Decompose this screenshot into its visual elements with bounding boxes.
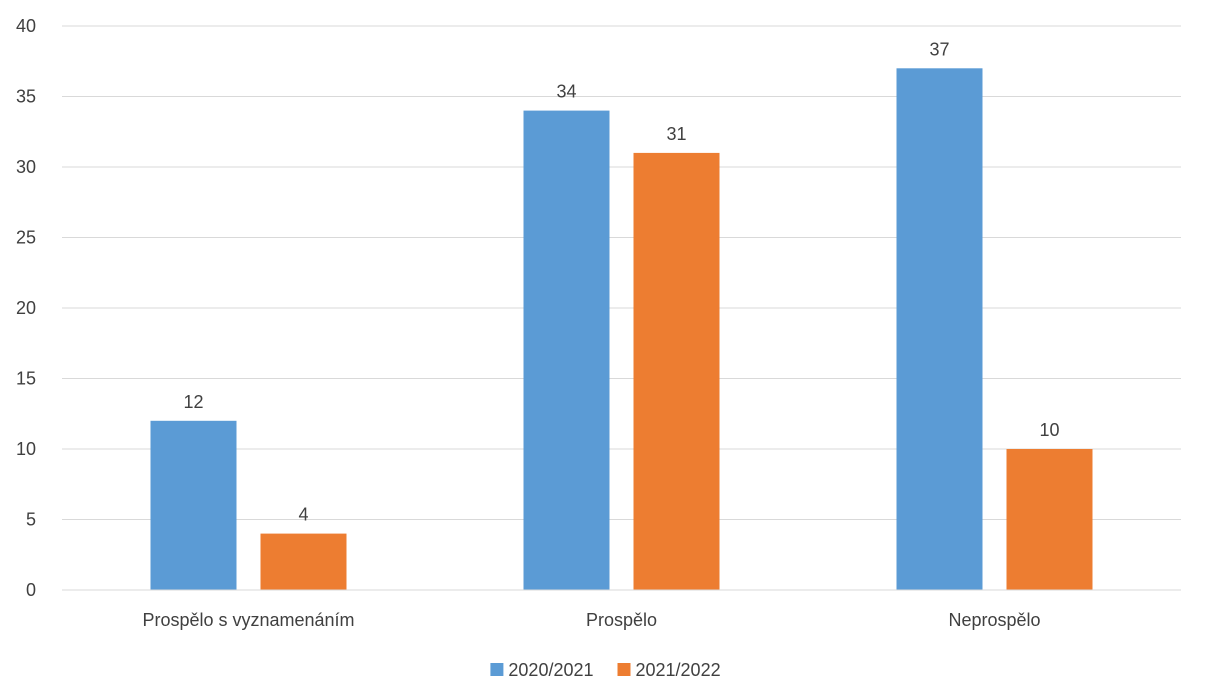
bar-series-2-category-1 — [260, 533, 347, 590]
gridlines — [62, 25, 1181, 520]
x-axis-category-labels: Prospělo s vyznamenáním Prospělo Neprospěl… — [142, 610, 1040, 630]
legend-item-series-1: 2020/2021 — [490, 660, 594, 680]
bar-series-1-category-3 — [896, 68, 983, 591]
legend-label: 2021/2022 — [636, 660, 721, 680]
data-label: 12 — [183, 392, 203, 412]
data-label: 34 — [556, 82, 576, 102]
y-tick-label: 30 — [16, 157, 36, 177]
y-tick-label: 0 — [26, 580, 36, 600]
data-labels: 12 4 34 31 37 10 — [183, 39, 1059, 524]
y-tick-label: 10 — [16, 439, 36, 459]
bars — [150, 68, 1093, 591]
y-tick-label: 5 — [26, 510, 36, 530]
y-tick-label: 40 — [16, 16, 36, 36]
data-label: 10 — [1039, 420, 1059, 440]
bar-series-1-category-2 — [523, 110, 610, 590]
bar-series-2-category-3 — [1006, 449, 1093, 590]
legend: 2020/2021 2021/2022 — [490, 660, 721, 680]
x-category-label: Prospělo s vyznamenáním — [142, 610, 354, 630]
y-tick-label: 20 — [16, 298, 36, 318]
data-label: 4 — [298, 505, 308, 525]
bar-series-2-category-2 — [633, 152, 720, 590]
y-tick-label: 35 — [16, 87, 36, 107]
legend-swatch — [490, 663, 504, 676]
y-axis-tick-labels: 0 5 10 15 20 25 30 35 40 — [16, 16, 36, 600]
y-tick-label: 15 — [16, 369, 36, 389]
legend-item-series-2: 2021/2022 — [617, 660, 721, 680]
data-label: 37 — [929, 39, 949, 59]
x-category-label: Prospělo — [586, 610, 657, 630]
legend-swatch — [617, 663, 631, 676]
y-tick-label: 25 — [16, 228, 36, 248]
legend-label: 2020/2021 — [508, 660, 593, 680]
bar-series-1-category-1 — [150, 420, 237, 590]
x-category-label: Neprospělo — [948, 610, 1040, 630]
data-label: 31 — [666, 124, 686, 144]
